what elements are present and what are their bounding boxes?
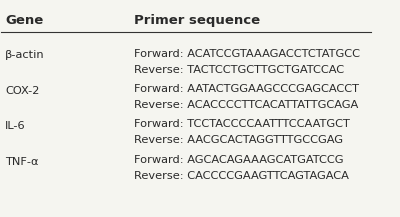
- Text: Primer sequence: Primer sequence: [134, 14, 260, 27]
- Text: COX-2: COX-2: [5, 86, 40, 96]
- Text: β-actin: β-actin: [5, 51, 45, 61]
- Text: Reverse: TACTCCTGCTTGCTGATCCAC: Reverse: TACTCCTGCTTGCTGATCCAC: [134, 65, 344, 75]
- Text: Reverse: ACACCCCTTCACATTATTGCAGA: Reverse: ACACCCCTTCACATTATTGCAGA: [134, 100, 359, 110]
- Text: Forward: ACATCCGTAAAGACCTCTATGCC: Forward: ACATCCGTAAAGACCTCTATGCC: [134, 49, 360, 59]
- Text: Gene: Gene: [5, 14, 43, 27]
- Text: Forward: AATACTGGAAGCCCGAGCACCT: Forward: AATACTGGAAGCCCGAGCACCT: [134, 84, 360, 94]
- Text: TNF-α: TNF-α: [5, 156, 38, 166]
- Text: Reverse: AACGCACTAGGTTTGCCGAG: Reverse: AACGCACTAGGTTTGCCGAG: [134, 135, 344, 145]
- Text: Forward: TCCTACCCCAATTTCCAATGCT: Forward: TCCTACCCCAATTTCCAATGCT: [134, 119, 350, 129]
- Text: IL-6: IL-6: [5, 121, 26, 131]
- Text: Reverse: CACCCCGAAGTTCAGTAGACA: Reverse: CACCCCGAAGTTCAGTAGACA: [134, 171, 349, 181]
- Text: Forward: AGCACAGAAAGCATGATCCG: Forward: AGCACAGAAAGCATGATCCG: [134, 155, 344, 164]
